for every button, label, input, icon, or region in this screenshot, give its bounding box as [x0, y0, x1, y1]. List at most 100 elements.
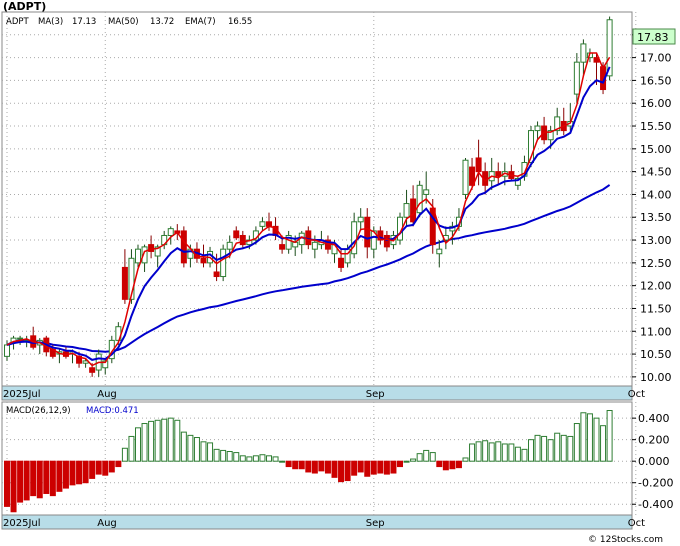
- macd-bar-negative: [56, 460, 63, 492]
- macd-bar-negative: [442, 460, 449, 471]
- macd-bar-positive: [482, 440, 489, 462]
- macd-bar-positive: [501, 443, 508, 462]
- price-x-tick-label: Aug: [97, 389, 117, 400]
- candle-up: [154, 246, 161, 257]
- macd-bar-negative: [397, 460, 403, 468]
- macd-bar-negative: [436, 460, 443, 468]
- candle-up: [4, 344, 10, 357]
- price-tick-label: 10.00: [640, 371, 672, 384]
- macd-bar-positive: [187, 434, 194, 462]
- macd-x-tick-label: 2025Jul: [3, 518, 41, 529]
- macd-bar-positive: [593, 417, 600, 462]
- candle-down: [469, 166, 476, 186]
- candle-up: [580, 43, 587, 63]
- price-x-tick-label: Oct: [628, 389, 645, 400]
- macd-bar-positive: [220, 449, 227, 462]
- candle-down: [180, 230, 187, 264]
- macd-bar-negative: [76, 460, 83, 485]
- macd-bar-negative: [311, 460, 318, 474]
- macd-bar-positive: [423, 449, 430, 462]
- macd-bar-negative: [17, 460, 24, 503]
- candle-up: [436, 248, 443, 255]
- macd-bar-negative: [36, 460, 43, 499]
- price-tick-label: 11.00: [640, 325, 672, 338]
- price-grid: [2, 12, 637, 386]
- macd-bar-negative: [102, 460, 109, 476]
- price-tick-label: 15.50: [640, 120, 672, 133]
- candle-up: [220, 248, 227, 278]
- price-tick-label: 13.00: [640, 234, 672, 247]
- macd-x-tick-label: Sep: [366, 518, 385, 529]
- macd-bar-positive: [233, 452, 240, 462]
- candle-up: [226, 241, 233, 250]
- last-price-label: 17.83: [637, 31, 669, 44]
- macd-bar-positive: [180, 431, 187, 462]
- price-panel: [1, 11, 633, 387]
- legend-ma50-value: 13.72: [150, 17, 174, 27]
- legend-ticker: ADPT: [6, 17, 29, 27]
- macd-bar-negative: [4, 460, 10, 507]
- macd-bar-positive: [141, 423, 148, 462]
- macd-bar-negative: [305, 460, 312, 473]
- macd-bar-negative: [344, 460, 351, 482]
- ma3-path: [6, 52, 611, 367]
- macd-bar-negative: [298, 460, 305, 470]
- macd-bar-negative: [351, 460, 358, 476]
- macd-bar-positive: [207, 442, 214, 462]
- price-x-tick-label: 2025Jul: [3, 389, 41, 400]
- macd-bar-negative: [82, 460, 89, 484]
- macd-bar-positive: [416, 453, 423, 462]
- macd-bar-positive: [161, 418, 168, 462]
- macd-bar-positive: [495, 441, 502, 462]
- macd-bar-positive: [528, 439, 534, 462]
- macd-bar-positive: [239, 455, 246, 462]
- macd-bar-positive: [135, 427, 141, 462]
- macd-bar-negative: [377, 460, 384, 474]
- macd-bar-positive: [252, 455, 259, 462]
- macd-bar-positive: [259, 454, 266, 462]
- candle-down: [475, 157, 482, 173]
- macd-bar-negative: [285, 460, 292, 468]
- candle-down: [239, 234, 246, 246]
- macd-bar-negative: [318, 460, 325, 472]
- macd-bar-positive: [560, 434, 567, 462]
- macd-bar-negative: [364, 460, 371, 477]
- price-tick-label: 14.00: [640, 188, 672, 201]
- macd-bar-positive: [148, 420, 155, 462]
- price-tick-label: 17.00: [640, 52, 672, 65]
- macd-current-value: MACD:0.471: [86, 406, 139, 416]
- candle-down: [364, 216, 371, 248]
- macd-bar-positive: [174, 419, 181, 462]
- candle-down: [148, 244, 155, 252]
- candle-down: [121, 266, 128, 300]
- candle-up: [462, 159, 469, 195]
- candle-up: [167, 228, 174, 236]
- macd-bar-positive: [193, 437, 200, 462]
- macd-bar-positive: [541, 435, 548, 462]
- candle-up: [573, 61, 580, 95]
- price-tick-label: 15.00: [640, 143, 672, 156]
- macd-bar-negative: [357, 460, 364, 473]
- candle-up: [285, 234, 292, 250]
- macd-bar-positive: [462, 457, 469, 462]
- macd-bar-negative: [292, 460, 299, 470]
- macd-bar-negative: [95, 460, 102, 475]
- price-tick-label: 12.50: [640, 257, 672, 270]
- macd-x-tick-label: Oct: [628, 518, 645, 529]
- candle-down: [383, 234, 390, 248]
- macd-bar-positive: [600, 425, 607, 462]
- macd-bar-negative: [115, 460, 122, 468]
- ma50-line: [6, 184, 611, 353]
- macd-bar-positive: [606, 410, 613, 462]
- legend-ma3-value: 17.13: [72, 17, 96, 27]
- macd-bar-positive: [167, 417, 174, 462]
- macd-bar-positive: [266, 455, 272, 462]
- macd-bar-positive: [567, 435, 574, 462]
- candle-up: [311, 241, 318, 250]
- candle-up: [135, 248, 141, 264]
- candle-up: [416, 184, 423, 214]
- ma3-line: [6, 52, 611, 367]
- macd-bar-negative: [383, 460, 390, 475]
- macd-bar-positive: [213, 448, 220, 462]
